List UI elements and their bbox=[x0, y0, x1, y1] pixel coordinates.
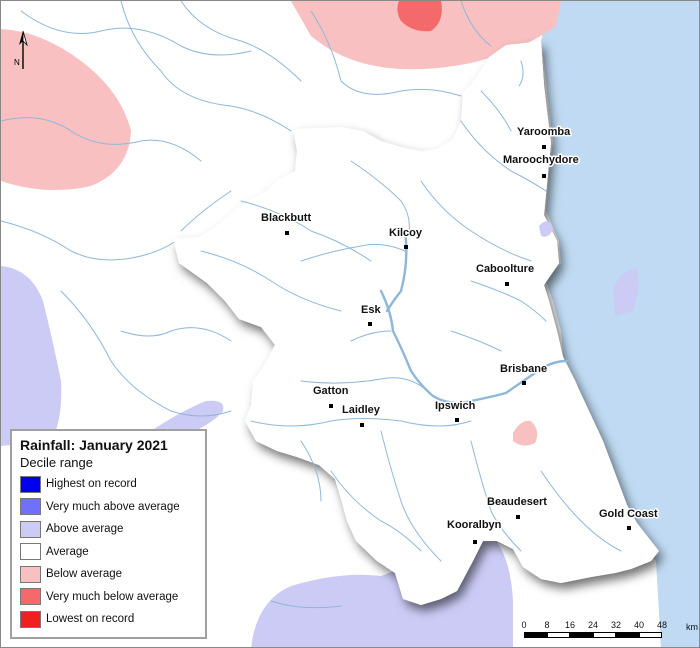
legend-swatch bbox=[20, 565, 41, 583]
scale-tick-label: 0 bbox=[521, 620, 527, 630]
town-marker bbox=[516, 515, 520, 519]
town-marker bbox=[627, 526, 631, 530]
legend-item: Very much above average bbox=[20, 496, 197, 519]
legend-label: Below average bbox=[46, 568, 123, 581]
scale-segment bbox=[524, 632, 547, 638]
legend-swatch bbox=[20, 475, 41, 493]
town-gold-coast: Gold Coast bbox=[598, 507, 660, 530]
town-kooralbyn: Kooralbyn bbox=[446, 518, 503, 544]
scale-segment bbox=[547, 632, 570, 638]
town-marker bbox=[404, 245, 408, 249]
legend-items: Highest on record Very much above average… bbox=[20, 473, 197, 631]
study-region bbox=[173, 41, 659, 605]
town-marker bbox=[542, 174, 546, 178]
legend-item: Below average bbox=[20, 563, 197, 586]
legend-swatch bbox=[20, 588, 41, 606]
legend-swatch bbox=[20, 543, 41, 561]
scale-unit: km bbox=[686, 622, 698, 632]
legend-label: Very much above average bbox=[46, 500, 180, 513]
town-label: Laidley bbox=[342, 404, 381, 416]
town-maroochydore: Maroochydore bbox=[502, 153, 580, 178]
scale-tick-label: 16 bbox=[564, 620, 576, 630]
very-much-below-zone-north bbox=[397, 1, 442, 32]
town-label: Ipswich bbox=[435, 400, 476, 412]
town-label: Gold Coast bbox=[599, 508, 658, 520]
legend-swatch bbox=[20, 498, 41, 516]
legend-item: Highest on record bbox=[20, 473, 197, 496]
town-marker bbox=[455, 418, 459, 422]
legend: Rainfall: January 2021 Decile range High… bbox=[10, 429, 207, 639]
above-average-zone-west bbox=[1, 266, 62, 446]
below-average-zone-north bbox=[291, 1, 561, 70]
town-label: Caboolture bbox=[476, 263, 534, 275]
scale-segment bbox=[616, 632, 639, 638]
town-marker bbox=[329, 404, 333, 408]
legend-subtitle: Decile range bbox=[20, 455, 93, 470]
legend-item: Average bbox=[20, 541, 197, 564]
scale-tick-label: 32 bbox=[610, 620, 622, 630]
town-label: Beaudesert bbox=[487, 496, 547, 508]
scale-tick-label: 24 bbox=[587, 620, 599, 630]
town-marker bbox=[505, 282, 509, 286]
town-gatton: Gatton bbox=[312, 384, 350, 408]
scale-segment bbox=[593, 632, 616, 638]
town-marker bbox=[542, 145, 546, 149]
legend-label: Average bbox=[46, 545, 89, 558]
town-marker bbox=[522, 381, 526, 385]
town-marker bbox=[368, 322, 372, 326]
town-label: Blackbutt bbox=[261, 212, 311, 224]
legend-label: Above average bbox=[46, 523, 124, 536]
town-brisbane: Brisbane bbox=[499, 362, 549, 385]
town-label: Gatton bbox=[313, 385, 349, 397]
town-label: Kooralbyn bbox=[447, 519, 502, 531]
scale-segment bbox=[570, 632, 593, 638]
above-average-zone-coast bbox=[539, 221, 553, 237]
town-marker bbox=[285, 231, 289, 235]
scale-segment bbox=[639, 632, 662, 638]
legend-swatch bbox=[20, 610, 41, 628]
town-kilcoy: Kilcoy bbox=[388, 226, 424, 249]
legend-label: Lowest on record bbox=[46, 613, 135, 626]
town-label: Kilcoy bbox=[389, 227, 423, 239]
town-label: Yaroomba bbox=[517, 126, 571, 138]
town-label: Brisbane bbox=[500, 363, 547, 375]
north-arrow-label: N bbox=[14, 58, 20, 67]
town-caboolture: Caboolture bbox=[475, 262, 536, 286]
ocean bbox=[541, 1, 699, 647]
legend-swatch bbox=[20, 520, 41, 538]
north-arrow: N bbox=[14, 30, 28, 69]
town-label: Esk bbox=[361, 304, 381, 316]
town-yaroomba: Yaroomba bbox=[516, 125, 573, 149]
scale-tick-label: 40 bbox=[633, 620, 645, 630]
town-marker bbox=[360, 423, 364, 427]
towns-layer: Yaroomba Maroochydore Blackbutt Kilcoy Caboo… bbox=[260, 125, 660, 544]
legend-label: Very much below average bbox=[46, 590, 179, 603]
legend-item: Lowest on record bbox=[20, 608, 197, 631]
scale-tick-label: 8 bbox=[544, 620, 550, 630]
town-ipswich: Ipswich bbox=[434, 399, 477, 422]
below-average-zone-brisbane bbox=[513, 420, 538, 446]
town-blackbutt: Blackbutt bbox=[260, 211, 313, 235]
town-beaudesert: Beaudesert bbox=[486, 495, 549, 519]
town-marker bbox=[473, 540, 477, 544]
legend-item: Very much below average bbox=[20, 586, 197, 609]
legend-title: Rainfall: January 2021 bbox=[20, 437, 168, 453]
above-average-zone-island bbox=[613, 268, 639, 316]
legend-label: Highest on record bbox=[46, 478, 137, 491]
below-average-zone-northwest bbox=[1, 29, 131, 190]
scale-bar: km 0 8 16 24 32 40 48 bbox=[516, 620, 698, 642]
scale-tick-label: 48 bbox=[656, 620, 668, 630]
town-laidley: Laidley bbox=[341, 403, 382, 427]
town-esk: Esk bbox=[360, 303, 383, 326]
inner-rivers bbox=[200, 60, 622, 562]
town-label: Maroochydore bbox=[503, 154, 579, 166]
legend-item: Above average bbox=[20, 518, 197, 541]
